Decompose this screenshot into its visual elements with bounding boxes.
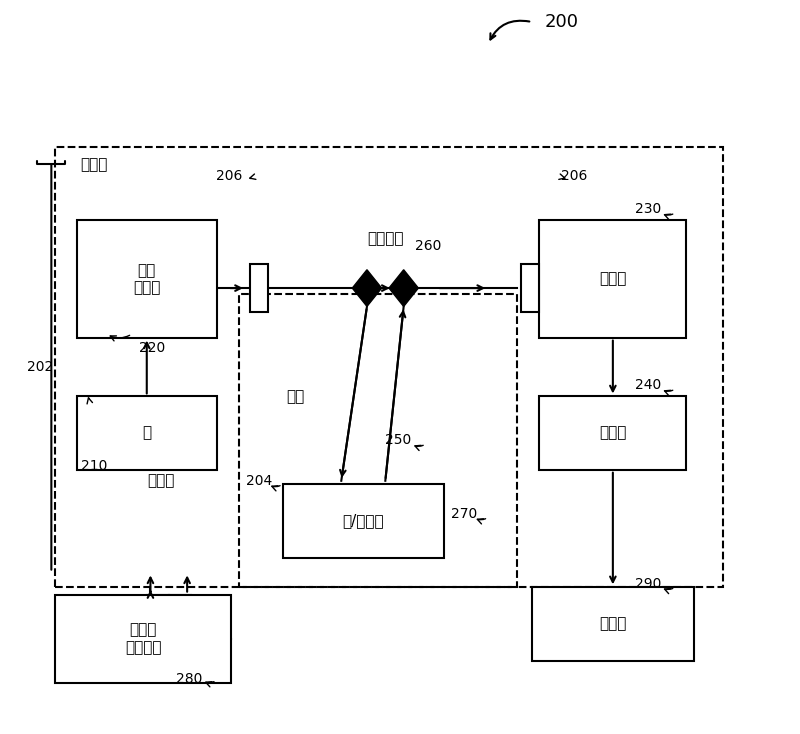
Bar xyxy=(282,484,444,558)
Text: 250: 250 xyxy=(386,433,411,448)
Polygon shape xyxy=(352,269,382,307)
Bar xyxy=(55,147,723,587)
Text: 260: 260 xyxy=(414,239,441,253)
Text: 净化或
抽空系统: 净化或 抽空系统 xyxy=(125,622,162,655)
Bar xyxy=(539,396,686,470)
Text: 仪器腔: 仪器腔 xyxy=(81,158,108,172)
Text: 源: 源 xyxy=(142,426,151,440)
Bar xyxy=(77,220,217,338)
Bar xyxy=(250,264,268,312)
Bar xyxy=(532,587,694,661)
Text: 样本腔: 样本腔 xyxy=(146,473,174,488)
Text: 202: 202 xyxy=(27,360,54,374)
Text: 分光计: 分光计 xyxy=(599,272,626,286)
Text: 206: 206 xyxy=(562,169,588,184)
Text: 210: 210 xyxy=(81,459,107,473)
Text: 240: 240 xyxy=(635,378,661,393)
Bar xyxy=(539,220,686,338)
Text: 290: 290 xyxy=(635,576,662,591)
Text: 220: 220 xyxy=(139,341,166,355)
Text: 270: 270 xyxy=(451,506,478,521)
Text: 处理器: 处理器 xyxy=(599,617,626,631)
Text: 206: 206 xyxy=(216,169,242,184)
Text: 检测器: 检测器 xyxy=(599,426,626,440)
Polygon shape xyxy=(389,269,418,307)
Text: 光学器件: 光学器件 xyxy=(367,231,403,246)
Text: 光束
调节器: 光束 调节器 xyxy=(133,263,161,295)
Text: 280: 280 xyxy=(176,672,202,686)
Bar xyxy=(55,595,231,683)
Text: 台/解吸器: 台/解吸器 xyxy=(342,514,384,528)
Text: 200: 200 xyxy=(545,13,578,31)
Bar xyxy=(77,396,217,470)
Text: 230: 230 xyxy=(635,202,661,217)
Bar xyxy=(521,264,539,312)
Text: 204: 204 xyxy=(246,473,272,488)
Text: 样本: 样本 xyxy=(286,389,305,404)
Bar xyxy=(238,294,518,587)
